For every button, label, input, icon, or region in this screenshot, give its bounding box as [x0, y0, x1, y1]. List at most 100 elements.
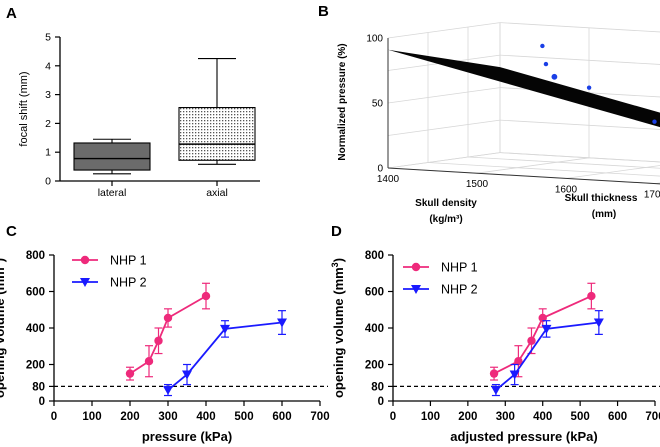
d-x-tick-label: 700	[645, 411, 660, 423]
a-y-tick-label: 2	[45, 118, 51, 130]
c-data-point	[277, 318, 287, 328]
b-z-tick-label: 0	[377, 164, 383, 175]
c-data-point	[201, 291, 211, 301]
a-y-tick-label: 1	[45, 147, 51, 159]
d-data-point	[593, 318, 604, 328]
c-x-tick-label: 100	[82, 411, 101, 423]
d-legend-label: NHP 1	[441, 261, 478, 275]
b-data-point	[543, 61, 549, 67]
b-z-tick-label: 50	[372, 99, 384, 110]
b-x-tick-label: 1400	[377, 174, 400, 185]
panel-label-a: A	[6, 5, 17, 22]
b-grid-line	[499, 119, 660, 130]
b-regression-plane	[388, 49, 660, 128]
b-x-tick-label: 1700	[644, 190, 660, 201]
c-x-axis-label: pressure (kPa)	[142, 429, 232, 444]
c-x-tick-label: 300	[158, 411, 177, 423]
b-x-tick-label: 1500	[466, 179, 489, 190]
c-x-tick-label: 600	[272, 411, 291, 423]
b-z-axis-label: Normalized pressure (%)	[337, 43, 348, 160]
b-grid-line	[565, 165, 660, 179]
d-y-axis-label-superscript: 3	[330, 262, 340, 267]
panel-c-line-chart: 0 80 200 400 600 800 0 100 200 300 400 500 600 700 NHP…	[0, 250, 330, 444]
b-data-point-on-plane	[550, 72, 559, 82]
c-y-axis-label-superscript: 3	[0, 262, 1, 267]
c-x-tick-label: 700	[310, 411, 329, 423]
b-grid-line	[467, 156, 660, 169]
c-y-tick-label: 800	[26, 250, 45, 262]
c-data-point	[182, 370, 192, 380]
b-grid-line	[387, 119, 501, 136]
d-data-point	[489, 369, 499, 378]
b-grid-line	[499, 22, 660, 33]
d-x-tick-label: 500	[571, 411, 590, 423]
c-y-tick-label: 0	[39, 396, 45, 408]
c-data-point	[163, 386, 173, 396]
b-x-axis	[387, 167, 660, 185]
c-x-tick-label: 500	[234, 411, 253, 423]
b-grid-line	[499, 152, 660, 163]
a-box-lateral	[73, 142, 151, 171]
d-y-tick-label: 200	[365, 360, 384, 372]
d-y-tick-label: 80	[371, 381, 384, 393]
c-data-point	[220, 324, 230, 334]
d-legend-label: NHP 2	[441, 283, 478, 297]
d-legend-marker	[411, 262, 421, 272]
d-data-point	[538, 313, 547, 323]
b-grid-line	[499, 54, 660, 65]
a-y-tick-label: 4	[45, 60, 51, 72]
c-legend-label: NHP 1	[110, 254, 147, 268]
d-x-tick-label: 400	[533, 411, 552, 423]
c-x-tick-label: 400	[196, 411, 215, 423]
b-data-point	[652, 119, 657, 124]
panel-label-d: D	[331, 223, 342, 240]
a-y-axis-label: focal shift (mm)	[18, 71, 30, 146]
panel-b-3d-scatter: 0501001400150016001700180023Normalized p…	[337, 22, 660, 225]
panel-d-line-chart: 0 80 200 400 600 800 0 100 200 300 400 500 600 700 NHP…	[330, 250, 660, 444]
a-x-tick-label: axial	[206, 187, 228, 199]
a-y-tick-label: 3	[45, 89, 51, 101]
d-data-point	[514, 357, 523, 366]
a-y-tick-label: 0	[45, 176, 51, 188]
c-series-line-1	[129, 295, 207, 375]
c-y-tick-label: 400	[26, 323, 45, 335]
d-y-tick-label: 800	[365, 250, 384, 262]
d-x-axis-label: adjusted pressure (kPa)	[450, 429, 597, 444]
c-y-tick-label: 200	[26, 360, 45, 372]
b-grid-line	[387, 22, 501, 39]
d-data-point	[527, 336, 536, 345]
c-x-tick-label: 200	[120, 411, 139, 423]
b-x-axis-label-line1: Skull density	[415, 198, 477, 209]
b-data-point	[586, 85, 592, 90]
d-data-point	[587, 291, 596, 301]
b-y-axis-label-line1: Skull thickness	[565, 193, 638, 204]
c-data-point	[144, 357, 154, 366]
panel-label-c: C	[6, 223, 17, 240]
panel-a-boxplot: 0 1 2 3 4 5 lateral axial focal shift (mm)	[18, 32, 260, 199]
b-y-axis-label-line2: (mm)	[592, 209, 616, 220]
d-data-point	[541, 324, 552, 334]
d-data-point	[509, 370, 520, 380]
d-legend-marker	[411, 285, 421, 294]
b-x-axis-label-line2: (kg/m³)	[429, 214, 462, 225]
b-x-tick-label: 1600	[555, 184, 578, 195]
c-data-point	[163, 313, 173, 323]
b-grid-line	[387, 87, 501, 104]
d-x-tick-label: 600	[608, 411, 627, 423]
c-legend-marker	[80, 255, 90, 265]
a-y-tick-label: 5	[45, 32, 51, 44]
d-y-tick-label: 600	[365, 287, 384, 299]
d-x-tick-label: 200	[458, 411, 477, 423]
d-x-tick-label: 300	[496, 411, 515, 423]
c-x-tick-label: 0	[51, 411, 57, 423]
d-y-tick-label: 400	[365, 323, 384, 335]
b-grid-line	[387, 167, 660, 185]
d-x-tick-label: 0	[390, 411, 396, 423]
c-data-point	[154, 336, 163, 345]
c-y-axis-label: opening volume (mm3)	[0, 258, 7, 398]
d-series-line-2	[495, 321, 600, 391]
c-legend-label: NHP 2	[110, 276, 147, 290]
d-y-tick-label: 0	[378, 396, 384, 408]
b-grid-line	[427, 162, 660, 177]
b-grid-line	[476, 157, 590, 174]
